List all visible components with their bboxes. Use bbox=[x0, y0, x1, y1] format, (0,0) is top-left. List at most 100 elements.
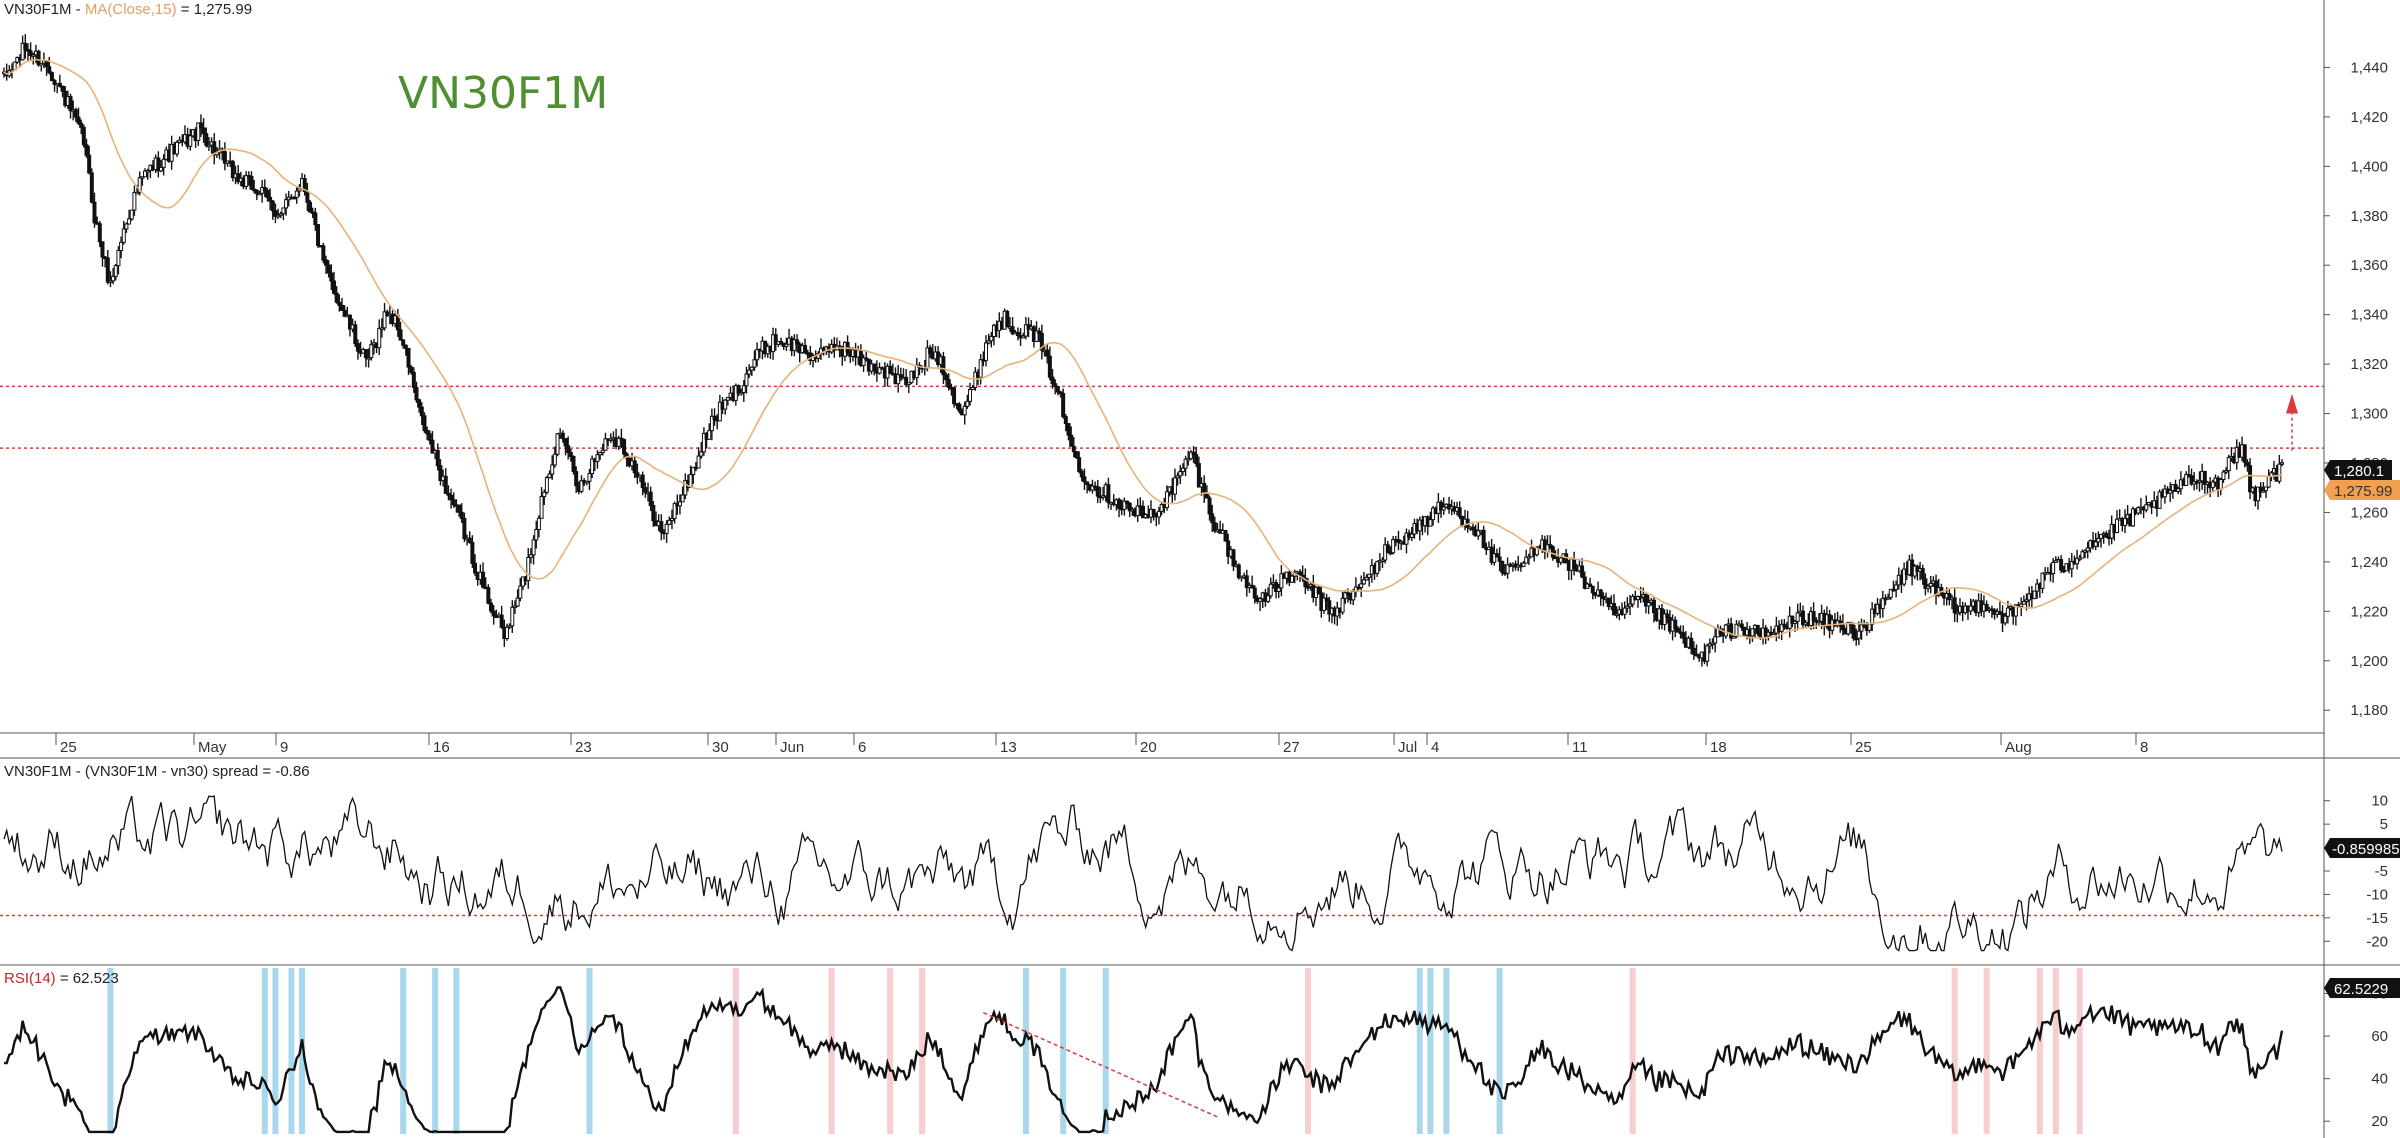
price-bar-body bbox=[587, 473, 592, 482]
price-bar-body bbox=[108, 280, 113, 283]
spread-y-tick-label: 5 bbox=[2380, 816, 2388, 833]
x-tick-label: Aug bbox=[2005, 739, 2032, 756]
rsi-overbought-band bbox=[732, 968, 739, 1134]
price-bar-body bbox=[369, 344, 374, 359]
ma-value-tag-text: 1,275.99 bbox=[2334, 483, 2392, 500]
price-bar-body bbox=[174, 141, 179, 155]
price-bar-body bbox=[803, 345, 808, 354]
price-bar-body bbox=[2189, 475, 2194, 485]
price-bar-body bbox=[622, 439, 627, 455]
price-bar-body bbox=[105, 257, 110, 283]
price-bar-body bbox=[244, 175, 249, 187]
x-axis: 25 May 9 16 23 30 Jun 6 13 20 27 Jul 4 11 18 25 Aug 8 bbox=[55, 733, 2148, 756]
price-bar-body bbox=[1790, 615, 1795, 624]
price-bar-body bbox=[79, 122, 84, 128]
price-bar-body bbox=[1734, 623, 1739, 637]
price-legend-symbol: VN30F1M bbox=[4, 1, 72, 18]
rsi-trendline bbox=[983, 1012, 1218, 1118]
price-bar-body bbox=[97, 223, 102, 243]
price-bar-body bbox=[212, 141, 217, 156]
price-bar-body bbox=[47, 66, 52, 74]
price-bar-body bbox=[276, 214, 281, 218]
x-tick-label: 25 bbox=[60, 739, 77, 756]
price-bar-body bbox=[1729, 623, 1734, 639]
price-bar-body bbox=[2242, 444, 2247, 463]
price-bar-body bbox=[1316, 586, 1321, 594]
price-legend-ma-value: 1,275.99 bbox=[194, 1, 252, 18]
price-bar-body bbox=[640, 474, 645, 489]
price-bar-body bbox=[1186, 458, 1191, 461]
price-bar-body bbox=[1061, 393, 1066, 418]
price-bar-body bbox=[1431, 507, 1436, 521]
price-bar-body bbox=[701, 432, 706, 453]
price-bar-body bbox=[872, 363, 877, 371]
price-bar-body bbox=[481, 571, 486, 588]
price-bar-body bbox=[121, 228, 126, 243]
price-bar-body bbox=[1135, 505, 1140, 517]
price-bar-body bbox=[2085, 547, 2090, 552]
price-bar-body bbox=[1021, 335, 1026, 339]
price-bar-body bbox=[1606, 597, 1611, 608]
price-legend-separator: - bbox=[72, 1, 85, 18]
price-bar-body bbox=[861, 357, 866, 366]
price-bar-body bbox=[1343, 592, 1348, 599]
price-bar-body bbox=[2077, 557, 2082, 561]
rsi-oversold-band bbox=[299, 968, 306, 1134]
price-bar-body bbox=[2099, 533, 2104, 539]
price-bar-body bbox=[1327, 600, 1332, 615]
price-y-tick-label: 1,420 bbox=[2350, 109, 2388, 126]
price-bar-body bbox=[741, 385, 746, 393]
price-bar-body bbox=[2221, 471, 2226, 480]
price-bar-body bbox=[316, 224, 321, 246]
price-bar-body bbox=[962, 405, 967, 416]
price-bar-body bbox=[528, 554, 533, 558]
price-bar-body bbox=[1800, 610, 1805, 626]
price-bar-body bbox=[880, 367, 885, 370]
price-y-tick-label: 1,360 bbox=[2350, 257, 2388, 274]
price-bar-body bbox=[619, 437, 624, 441]
price-bar-body bbox=[1771, 632, 1776, 636]
rsi-overbought-band bbox=[2036, 968, 2043, 1134]
price-bar-body bbox=[739, 391, 744, 395]
price-bar-body bbox=[355, 343, 360, 352]
price-bar-body bbox=[1010, 326, 1015, 335]
price-bar-body bbox=[1588, 583, 1593, 587]
rsi-oversold-band bbox=[288, 968, 295, 1134]
price-bar-body bbox=[198, 122, 203, 129]
rsi-overbought-band bbox=[2076, 968, 2083, 1134]
price-bar-body bbox=[1409, 533, 1414, 538]
price-bar-body bbox=[1058, 391, 1063, 395]
price-bar-body bbox=[723, 399, 728, 410]
price-bar-body bbox=[550, 464, 555, 475]
spread-line bbox=[3, 795, 2283, 952]
price-bar-body bbox=[1391, 538, 1396, 554]
price-bar-body bbox=[904, 376, 909, 386]
price-bar-body bbox=[510, 606, 515, 627]
price-bar-body bbox=[1673, 619, 1678, 629]
price-bar-body bbox=[1063, 416, 1068, 425]
price-bar-body bbox=[928, 347, 933, 354]
price-bar-body bbox=[941, 356, 946, 376]
price-bar-body bbox=[1612, 603, 1617, 616]
price-bar-body bbox=[254, 189, 259, 195]
price-bar-body bbox=[779, 340, 784, 344]
price-bar-body bbox=[680, 494, 685, 503]
price-bar-body bbox=[1928, 582, 1933, 587]
price-bar-body bbox=[864, 357, 869, 360]
price-bar-body bbox=[201, 127, 206, 135]
price-bar-body bbox=[696, 455, 701, 469]
x-tick-label: 6 bbox=[858, 739, 866, 756]
x-tick-label: 25 bbox=[1855, 739, 1872, 756]
price-bar-body bbox=[2040, 572, 2045, 589]
price-bar-body bbox=[409, 366, 414, 373]
price-bar-body bbox=[206, 144, 211, 148]
rsi-legend-value: 62.523 bbox=[73, 970, 119, 987]
price-y-tick-label: 1,300 bbox=[2350, 406, 2388, 423]
price-bar-body bbox=[906, 382, 911, 386]
price-bar-body bbox=[2258, 486, 2263, 493]
price-bar-body bbox=[1521, 562, 1526, 567]
price-bar-body bbox=[1015, 331, 1020, 337]
x-tick-label: 13 bbox=[1000, 739, 1017, 756]
price-bar-body bbox=[222, 151, 227, 164]
